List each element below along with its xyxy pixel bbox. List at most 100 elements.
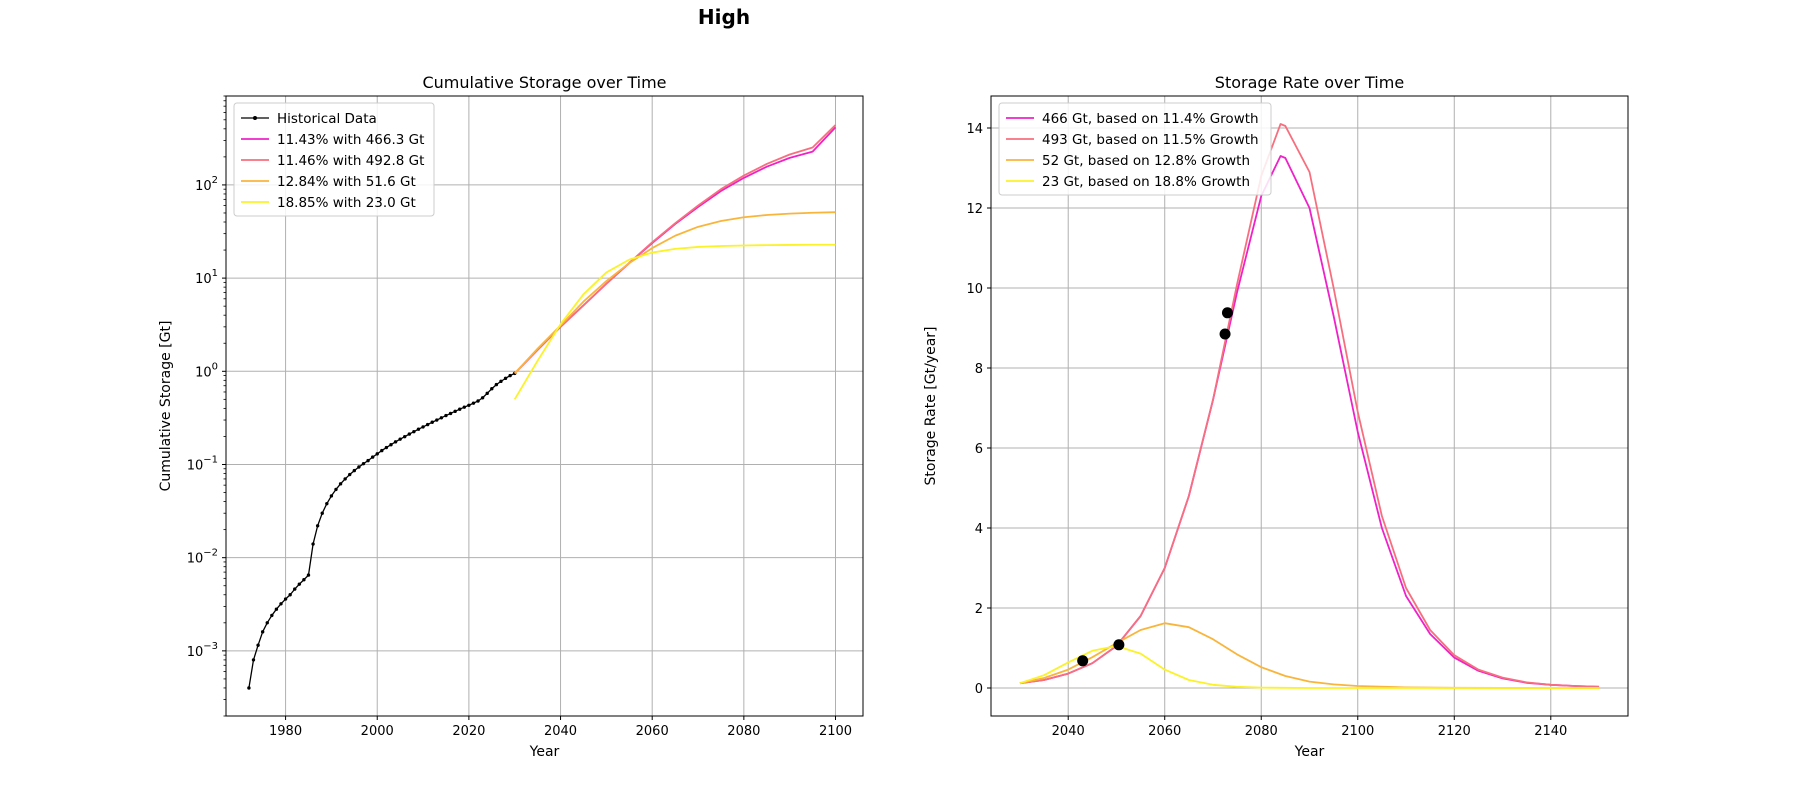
data-point — [384, 445, 389, 450]
data-point — [430, 420, 434, 424]
x-tick-label: 2040 — [544, 724, 577, 739]
data-point — [315, 524, 320, 528]
y-tick-label: 6 — [975, 442, 983, 457]
legend-label: Historical Data — [277, 111, 377, 127]
x-tick-label: 2060 — [1148, 724, 1181, 739]
y-tick-label: 100 — [195, 361, 218, 380]
data-point — [508, 373, 512, 378]
data-point — [352, 468, 357, 473]
data-point — [357, 465, 361, 469]
data-point — [494, 382, 499, 387]
data-point — [348, 472, 352, 477]
series-line-4 — [513, 243, 836, 400]
data-point — [366, 458, 370, 463]
data-point — [343, 477, 347, 481]
data-point — [329, 494, 334, 498]
data-point — [293, 587, 297, 591]
data-point — [265, 621, 269, 625]
data-point — [270, 613, 274, 618]
legend-label: 493 Gt, based on 11.5% Growth — [1042, 132, 1259, 148]
scatter-point — [1113, 639, 1125, 651]
legend-label: 18.85% with 23.0 Gt — [277, 195, 416, 211]
data-point — [407, 432, 412, 436]
data-point — [338, 482, 343, 486]
legend: Historical Data 11.43% with 466.3 Gt 11.46… — [233, 102, 435, 217]
x-tick-label: 2040 — [1052, 724, 1085, 739]
x-tick-label: 2060 — [636, 724, 669, 739]
data-point — [283, 597, 288, 601]
x-tick-label: 2020 — [452, 724, 485, 739]
legend-marker — [253, 116, 257, 120]
data-point — [389, 443, 393, 447]
grid — [226, 96, 863, 716]
data-point — [320, 511, 324, 515]
data-point — [416, 427, 421, 431]
legend-box — [998, 102, 1272, 196]
series-line-3 — [1019, 645, 1600, 689]
data-point — [247, 686, 251, 690]
data-point — [251, 658, 256, 662]
data-point — [297, 582, 302, 586]
data-point — [380, 448, 384, 453]
data-point — [467, 403, 471, 407]
data-point — [485, 391, 489, 396]
data-point — [403, 434, 407, 439]
figure-title: High — [698, 5, 750, 29]
legend-label: 23 Gt, based on 18.8% Growth — [1042, 174, 1250, 190]
y-tick-label: 10−1 — [187, 454, 218, 473]
x-tick-label: 2140 — [1534, 724, 1567, 739]
series-line-0 — [1019, 155, 1600, 688]
y-axis-label: Cumulative Storage [Gt] — [158, 321, 174, 492]
x-tick-label: 2080 — [727, 724, 760, 739]
series-group — [247, 124, 837, 690]
series-line-0 — [248, 372, 515, 689]
y-tick-label: 12 — [966, 202, 983, 217]
data-point — [490, 387, 494, 391]
series-group — [1019, 123, 1600, 689]
y-tick-label: 4 — [975, 522, 983, 537]
y-axis-label: Storage Rate [Gt/year] — [923, 327, 939, 486]
x-tick-label: 2120 — [1438, 724, 1471, 739]
legend-label: 12.84% with 51.6 Gt — [277, 174, 416, 190]
series-line-2 — [1019, 622, 1600, 689]
y-tick-label: 8 — [975, 362, 983, 377]
data-point — [503, 376, 508, 381]
x-tick-label: 2100 — [1341, 724, 1374, 739]
scatter-point — [1221, 307, 1233, 319]
data-point — [435, 418, 439, 422]
y-tick-label: 14 — [966, 122, 983, 137]
scatter-point — [1219, 328, 1231, 340]
data-point — [439, 416, 444, 420]
data-point — [375, 452, 379, 456]
y-tick-label: 0 — [975, 682, 983, 697]
data-point — [334, 487, 338, 492]
plot-frame — [990, 95, 1629, 717]
data-point — [480, 396, 485, 400]
y-tick-label: 10−2 — [187, 548, 218, 567]
series-line-1 — [514, 126, 837, 375]
data-point — [453, 409, 457, 414]
x-tick-label: 2000 — [361, 724, 394, 739]
series-line-3 — [514, 211, 836, 374]
data-point — [471, 401, 476, 405]
data-point — [311, 542, 315, 546]
data-point — [370, 455, 375, 459]
legend-label: 52 Gt, based on 12.8% Growth — [1042, 153, 1250, 169]
grid — [991, 96, 1628, 716]
scatter-point — [1077, 655, 1089, 667]
data-point — [279, 602, 283, 606]
x-axis-label: Year — [529, 744, 560, 760]
x-axis-label: Year — [1294, 744, 1325, 760]
series-line-2 — [514, 124, 837, 375]
data-point — [499, 379, 503, 384]
data-point — [274, 607, 279, 611]
chart-cumulative-storage: 1980 2000 2020 2040 2060 2080 2100 10−3 10−2 10−1… — [158, 73, 864, 760]
legend-label: 466 Gt, based on 11.4% Growth — [1042, 111, 1259, 127]
data-point — [412, 429, 416, 434]
data-point — [425, 422, 430, 427]
data-point — [325, 501, 329, 506]
plot-frame — [225, 95, 864, 717]
legend: 466 Gt, based on 11.4% Growth 493 Gt, bas… — [998, 102, 1272, 196]
data-point — [256, 643, 260, 647]
